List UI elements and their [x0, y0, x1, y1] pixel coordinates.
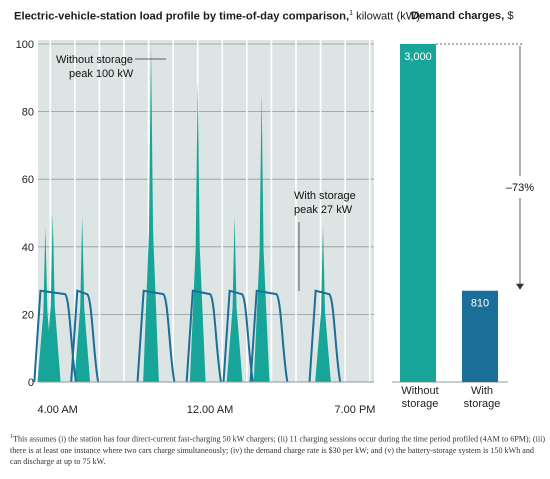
load-profile-panel: 0 20 40 60 80 100 4.00 AM 12.00 AM 7.00 PM Withou… — [16, 39, 376, 416]
bar-1 — [400, 44, 436, 382]
load-chart-title-text: Electric-vehicle-station load profile by… — [14, 10, 350, 23]
title-footnote-marker: 1 — [349, 10, 353, 17]
change-percent-label: –73% — [506, 182, 534, 194]
demand-chart-unit: $ — [507, 10, 514, 22]
footnote: 1This assumes (i) the station has four d… — [10, 432, 546, 467]
without-storage-peak-7 — [253, 91, 270, 382]
bar-value-label: 3,000 — [404, 51, 432, 63]
x-tick-label: 4.00 AM — [37, 404, 77, 416]
without-storage-peak-2 — [44, 213, 61, 382]
without-storage-peak-3 — [74, 216, 91, 382]
bar-value-label: 810 — [471, 298, 489, 310]
y-tick-label: 40 — [22, 242, 34, 254]
x-tick-label: 12.00 AM — [187, 404, 233, 416]
y-tick-label: 100 — [16, 39, 34, 51]
footnote-text: This assumes (i) the station has four di… — [10, 434, 546, 466]
without-storage-peak-4 — [143, 44, 159, 382]
with-storage-line-3 — [136, 289, 176, 383]
x-tick-label: 7.00 PM — [334, 404, 375, 416]
y-tick-label: 0 — [28, 377, 34, 389]
y-tick-label: 80 — [22, 107, 34, 119]
annotation-with-storage-peak: peak 27 kW — [294, 204, 353, 216]
plot-background — [38, 40, 374, 382]
with-storage-line-2 — [70, 289, 100, 383]
with-storage-line-1 — [33, 289, 78, 383]
bracket-arrowhead — [516, 283, 524, 290]
y-tick-label: 20 — [22, 309, 34, 321]
bar-category-label: With — [471, 385, 493, 397]
with-storage-line-7 — [308, 289, 342, 383]
without-storage-peak-8 — [315, 226, 331, 382]
footnote-marker: 1 — [10, 434, 13, 440]
chart-canvas: 0 20 40 60 80 100 4.00 AM 12.00 AM 7.00 PM Withou… — [16, 39, 535, 416]
demand-chart-title: Demand charges, $ — [411, 10, 514, 22]
load-chart-title: Electric-vehicle-station load profile by… — [14, 10, 420, 23]
bar-category-label: storage — [464, 398, 501, 410]
without-storage-peak-5 — [189, 81, 206, 383]
annotation-without-storage-peak: peak 100 kW — [69, 68, 134, 80]
annotation-with-storage: With storage — [294, 190, 356, 202]
annotation-without-storage: Without storage — [56, 54, 133, 66]
with-storage-line-6 — [249, 289, 289, 383]
demand-chart-title-text: Demand charges, — [411, 10, 505, 22]
y-tick-label: 60 — [22, 174, 34, 186]
load-chart-unit: kilowatt (kW) — [356, 10, 421, 23]
with-storage-line-4 — [185, 289, 223, 383]
bar-2 — [462, 290, 498, 382]
bar-category-label: storage — [402, 398, 439, 410]
without-storage-peak-6 — [226, 216, 243, 382]
bar-category-label: Without — [401, 385, 438, 397]
